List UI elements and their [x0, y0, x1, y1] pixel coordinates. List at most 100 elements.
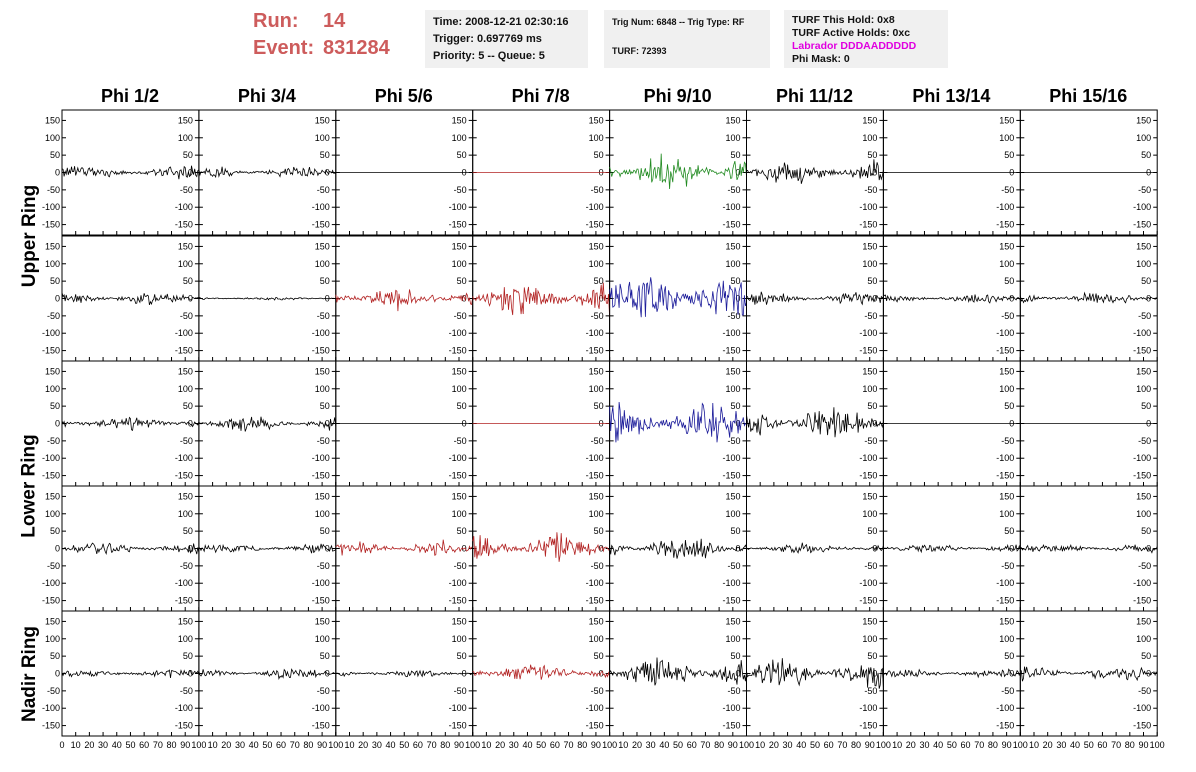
- x-tick-label: 70: [1111, 740, 1121, 750]
- y-tick-label-right: -50: [864, 436, 877, 446]
- x-tick-label: 70: [153, 740, 163, 750]
- y-tick-label-right: 100: [452, 509, 467, 519]
- run-label: Run:: [253, 10, 299, 32]
- y-tick-label-right: 50: [183, 150, 193, 160]
- y-tick-label-right: 150: [862, 241, 877, 251]
- y-tick-label-right: 50: [1141, 150, 1151, 160]
- y-tick-label-right: 0: [735, 544, 740, 554]
- y-tick-label-right: -50: [1138, 686, 1151, 696]
- y-tick-label-right: -50: [1001, 436, 1014, 446]
- y-tick-label-right: 0: [872, 669, 877, 679]
- y-tick-label-right: -150: [586, 346, 604, 356]
- panel-frame: [198, 109, 337, 236]
- y-tick-label-left: -150: [42, 721, 60, 731]
- x-tick-label: 70: [564, 740, 574, 750]
- y-tick-label-left: -50: [47, 561, 60, 571]
- x-tick-label: 30: [1056, 740, 1066, 750]
- y-tick-label-right: 50: [1141, 526, 1151, 536]
- y-tick-label-right: 0: [188, 544, 193, 554]
- y-tick-label-right: 0: [872, 419, 877, 429]
- panel-r4-c1: -150 -150 -100 -100 -50 -50 0 0 50 50 100 100 150 150: [42, 485, 200, 612]
- waveform-trace: [609, 153, 747, 190]
- x-tick-label: 60: [961, 740, 971, 750]
- y-tick-label-right: 150: [315, 241, 330, 251]
- y-tick-label-right: -100: [175, 453, 193, 463]
- y-tick-label-left: -100: [42, 578, 60, 588]
- y-tick-label-right: -50: [727, 436, 740, 446]
- y-tick-label-right: -150: [449, 721, 467, 731]
- y-tick-label-right: 50: [730, 150, 740, 160]
- waveform-trace: [61, 292, 199, 306]
- y-tick-label-right: 100: [862, 384, 877, 394]
- y-tick-label-right: 50: [867, 401, 877, 411]
- column-header-5: Phi 9/10: [643, 86, 712, 106]
- waveform-trace: [746, 658, 884, 689]
- y-tick-label-right: 0: [188, 669, 193, 679]
- y-tick-label-right: 0: [735, 419, 740, 429]
- y-tick-label-right: 100: [315, 509, 330, 519]
- event-label: Event:: [253, 37, 315, 59]
- x-tick-label: 60: [1097, 740, 1107, 750]
- y-tick-label-right: 150: [315, 366, 330, 376]
- y-tick-label-right: -150: [586, 471, 604, 481]
- x-tick-label: 20: [221, 740, 231, 750]
- waveform-trace: [61, 542, 200, 556]
- x-tick-label: 30: [372, 740, 382, 750]
- waveform-trace: [472, 282, 610, 318]
- waveform-trace: [1020, 666, 1158, 682]
- y-tick-label-right: 150: [862, 491, 877, 501]
- y-tick-label-right: -100: [449, 578, 467, 588]
- y-tick-label-right: -150: [586, 721, 604, 731]
- panel-r3-c2: -150 -100 -50 0 50 100 150: [198, 360, 337, 487]
- y-tick-label-right: -150: [1133, 346, 1151, 356]
- y-tick-label-right: -50: [727, 185, 740, 195]
- x-tick-label: 50: [673, 740, 683, 750]
- y-tick-label-left: -100: [42, 703, 60, 713]
- x-tick-label: 30: [783, 740, 793, 750]
- panel-r3-c6: -150 -100 -50 0 50 100 150: [746, 360, 884, 487]
- y-tick-label-right: 100: [589, 634, 604, 644]
- y-tick-label-right: 150: [1136, 616, 1151, 626]
- y-tick-label-right: -100: [449, 703, 467, 713]
- waveform-trace: [335, 289, 474, 312]
- x-tick-label: 10: [344, 740, 354, 750]
- y-tick-label-right: 50: [594, 401, 604, 411]
- y-tick-label-right: -50: [591, 561, 604, 571]
- y-tick-label-left: 0: [55, 669, 60, 679]
- y-tick-label-left: 150: [45, 491, 60, 501]
- y-tick-label-right: -50: [454, 185, 467, 195]
- x-tick-label: 80: [988, 740, 998, 750]
- x-tick-label: 100: [876, 740, 891, 750]
- waveform-trace: [335, 669, 474, 678]
- y-tick-label-right: -150: [996, 471, 1014, 481]
- y-tick-label-right: 0: [188, 168, 193, 178]
- time-info-box: Time: 2008-12-21 02:30:16 Trigger: 0.697…: [425, 10, 588, 68]
- y-tick-label-right: -100: [1133, 202, 1151, 212]
- y-tick-label-right: -50: [454, 561, 467, 571]
- y-tick-label-right: -150: [175, 596, 193, 606]
- waveform-trace: [198, 543, 337, 554]
- y-tick-label-right: 100: [178, 634, 193, 644]
- x-tick-label: 40: [112, 740, 122, 750]
- y-tick-label-right: -100: [859, 202, 877, 212]
- y-tick-label-right: 100: [725, 133, 740, 143]
- column-header-4: Phi 7/8: [511, 86, 570, 106]
- y-tick-label-left: 0: [55, 419, 60, 429]
- y-tick-label-right: -50: [180, 311, 193, 321]
- x-tick-label: 20: [358, 740, 368, 750]
- y-tick-label-right: -50: [454, 436, 467, 446]
- x-tick-label: 80: [440, 740, 450, 750]
- y-tick-label-left: -50: [47, 686, 60, 696]
- y-tick-label-right: 50: [594, 526, 604, 536]
- y-tick-label-right: -50: [454, 686, 467, 696]
- y-tick-label-right: -150: [722, 596, 740, 606]
- y-tick-label-right: -150: [449, 220, 467, 230]
- y-tick-label-right: 100: [315, 384, 330, 394]
